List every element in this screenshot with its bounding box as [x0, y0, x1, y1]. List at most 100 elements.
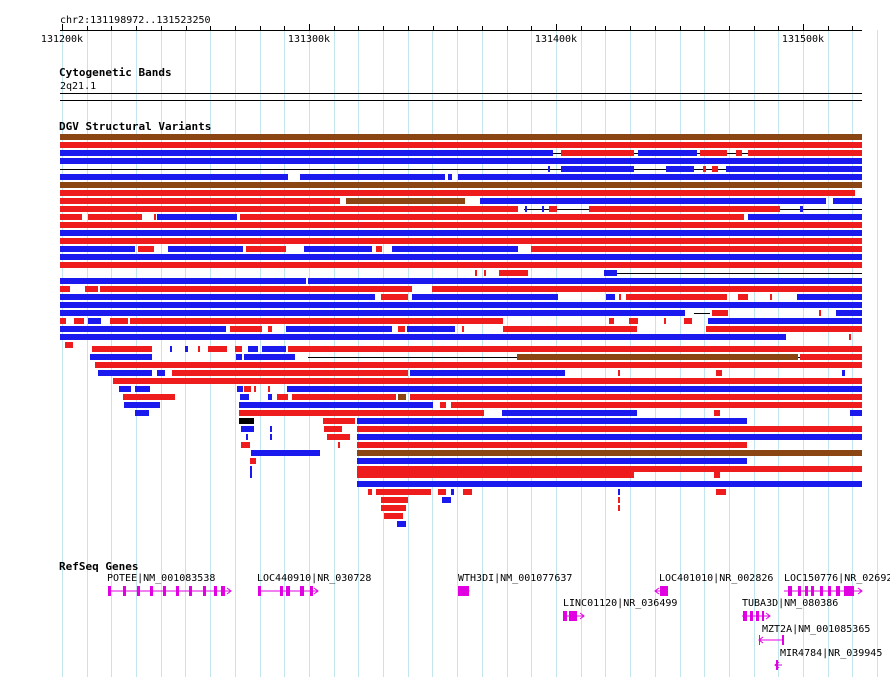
dgv-structural-variant-track[interactable]	[60, 134, 862, 527]
gene-exon	[163, 586, 166, 596]
structural-variant	[849, 334, 851, 340]
gene-exon	[300, 586, 304, 596]
structural-variant	[462, 326, 464, 332]
gene-exon	[776, 660, 778, 670]
structural-variant	[250, 466, 252, 472]
gene-wth3di	[458, 586, 470, 596]
gene-label-tuba3d[interactable]: TUBA3D|NM_080386	[742, 598, 839, 609]
structural-variant	[714, 410, 720, 416]
gene-exon	[123, 586, 126, 596]
structural-variant	[410, 394, 862, 400]
gene-exon	[805, 586, 808, 596]
structural-variant	[168, 246, 243, 252]
structural-variant	[60, 230, 862, 236]
gene-exon	[660, 586, 668, 596]
refseq-track-title[interactable]: RefSeq Genes	[59, 560, 139, 573]
structural-variant	[484, 270, 486, 276]
gene-label-loc440910[interactable]: LOC440910|NR_030728	[257, 573, 372, 584]
structural-variant	[60, 150, 553, 156]
gene-loc440910	[258, 586, 319, 596]
structural-variant	[65, 342, 73, 348]
strand-arrow-right-icon	[765, 612, 771, 620]
structural-variant	[458, 174, 862, 180]
ruler-tick-label: 131300k	[287, 34, 331, 45]
gene-exon	[828, 586, 831, 596]
strand-arrow-left-icon	[758, 636, 764, 644]
structural-variant	[619, 294, 621, 300]
refseq-gene-track[interactable]	[108, 586, 863, 670]
structural-variant	[797, 294, 862, 300]
structural-variant	[381, 497, 408, 503]
structural-variant	[60, 134, 862, 140]
gene-label-linc01120[interactable]: LINC01120|NR_036499	[563, 598, 678, 609]
gene-label-loc401010[interactable]: LOC401010|NR_002826	[659, 573, 774, 584]
gene-loc150776	[784, 586, 863, 596]
coordinate-ruler[interactable]	[60, 24, 862, 31]
gene-label-loc150776[interactable]: LOC150776|NR_026928	[784, 573, 890, 584]
structural-variant	[74, 318, 84, 324]
structural-variant	[268, 386, 270, 392]
structural-variant	[712, 166, 718, 172]
gene-exon	[150, 586, 153, 596]
structural-variant	[502, 410, 637, 416]
gene-mzt2a	[758, 635, 784, 645]
structural-variant	[438, 489, 446, 495]
structural-variant	[235, 346, 242, 352]
structural-variant	[308, 278, 862, 284]
structural-variant	[398, 394, 406, 400]
structural-variant	[304, 246, 372, 252]
structural-variant	[268, 394, 272, 400]
structural-variant	[270, 434, 272, 440]
structural-variant	[708, 318, 862, 324]
gene-label-mir4784[interactable]: MIR4784|NR_039945	[780, 648, 883, 659]
gene-exon	[836, 586, 840, 596]
structural-variant	[819, 310, 821, 316]
gene-label-potee[interactable]: POTEE|NM_001083538	[107, 573, 216, 584]
structural-variant	[589, 206, 780, 212]
structural-variant	[110, 318, 128, 324]
structural-variant	[119, 386, 131, 392]
structural-variant	[170, 346, 172, 352]
structural-variant	[208, 346, 227, 352]
structural-variant	[463, 489, 472, 495]
structural-variant	[629, 318, 638, 324]
structural-variant	[60, 318, 66, 324]
dgv-track-title[interactable]: DGV Structural Variants	[59, 120, 212, 133]
structural-variant	[60, 198, 340, 204]
structural-variant	[726, 166, 862, 172]
structural-variant	[113, 378, 862, 384]
structural-variant	[292, 394, 396, 400]
strand-arrow-left-icon	[774, 661, 780, 669]
gene-label-wth3di[interactable]: WTH3DI|NM_001077637	[458, 573, 573, 584]
strand-arrow-right-icon	[313, 587, 319, 595]
structural-variant	[712, 310, 728, 316]
structural-variant	[357, 426, 862, 432]
structural-variant	[604, 270, 617, 276]
structural-variant	[250, 458, 256, 464]
gene-exon	[844, 586, 854, 596]
gene-loc401010	[654, 586, 668, 596]
structural-variant	[250, 472, 252, 478]
structural-variant	[327, 434, 350, 440]
structural-variant	[432, 286, 862, 292]
structural-variant	[525, 206, 527, 212]
structural-variant	[287, 386, 862, 392]
gene-exon	[756, 611, 759, 621]
ruler-tick-label: 131500k	[781, 34, 825, 45]
structural-variant	[60, 294, 375, 300]
structural-variant	[288, 346, 862, 352]
structural-variant	[236, 354, 242, 360]
structural-variant	[448, 174, 452, 180]
cytoband-track-title[interactable]: Cytogenetic Bands	[59, 66, 172, 79]
strand-arrow-right-icon	[464, 587, 470, 595]
structural-variant	[60, 158, 862, 164]
gene-exon	[811, 586, 814, 596]
location-label: chr2:131198972..131523250	[60, 15, 211, 26]
structural-variant	[499, 270, 528, 276]
cytogenetic-band-track[interactable]	[60, 93, 862, 101]
structural-variant	[123, 394, 175, 400]
gene-potee	[108, 586, 232, 596]
gene-exon	[280, 586, 283, 596]
gene-label-mzt2a[interactable]: MZT2A|NM_001085365	[762, 624, 871, 635]
